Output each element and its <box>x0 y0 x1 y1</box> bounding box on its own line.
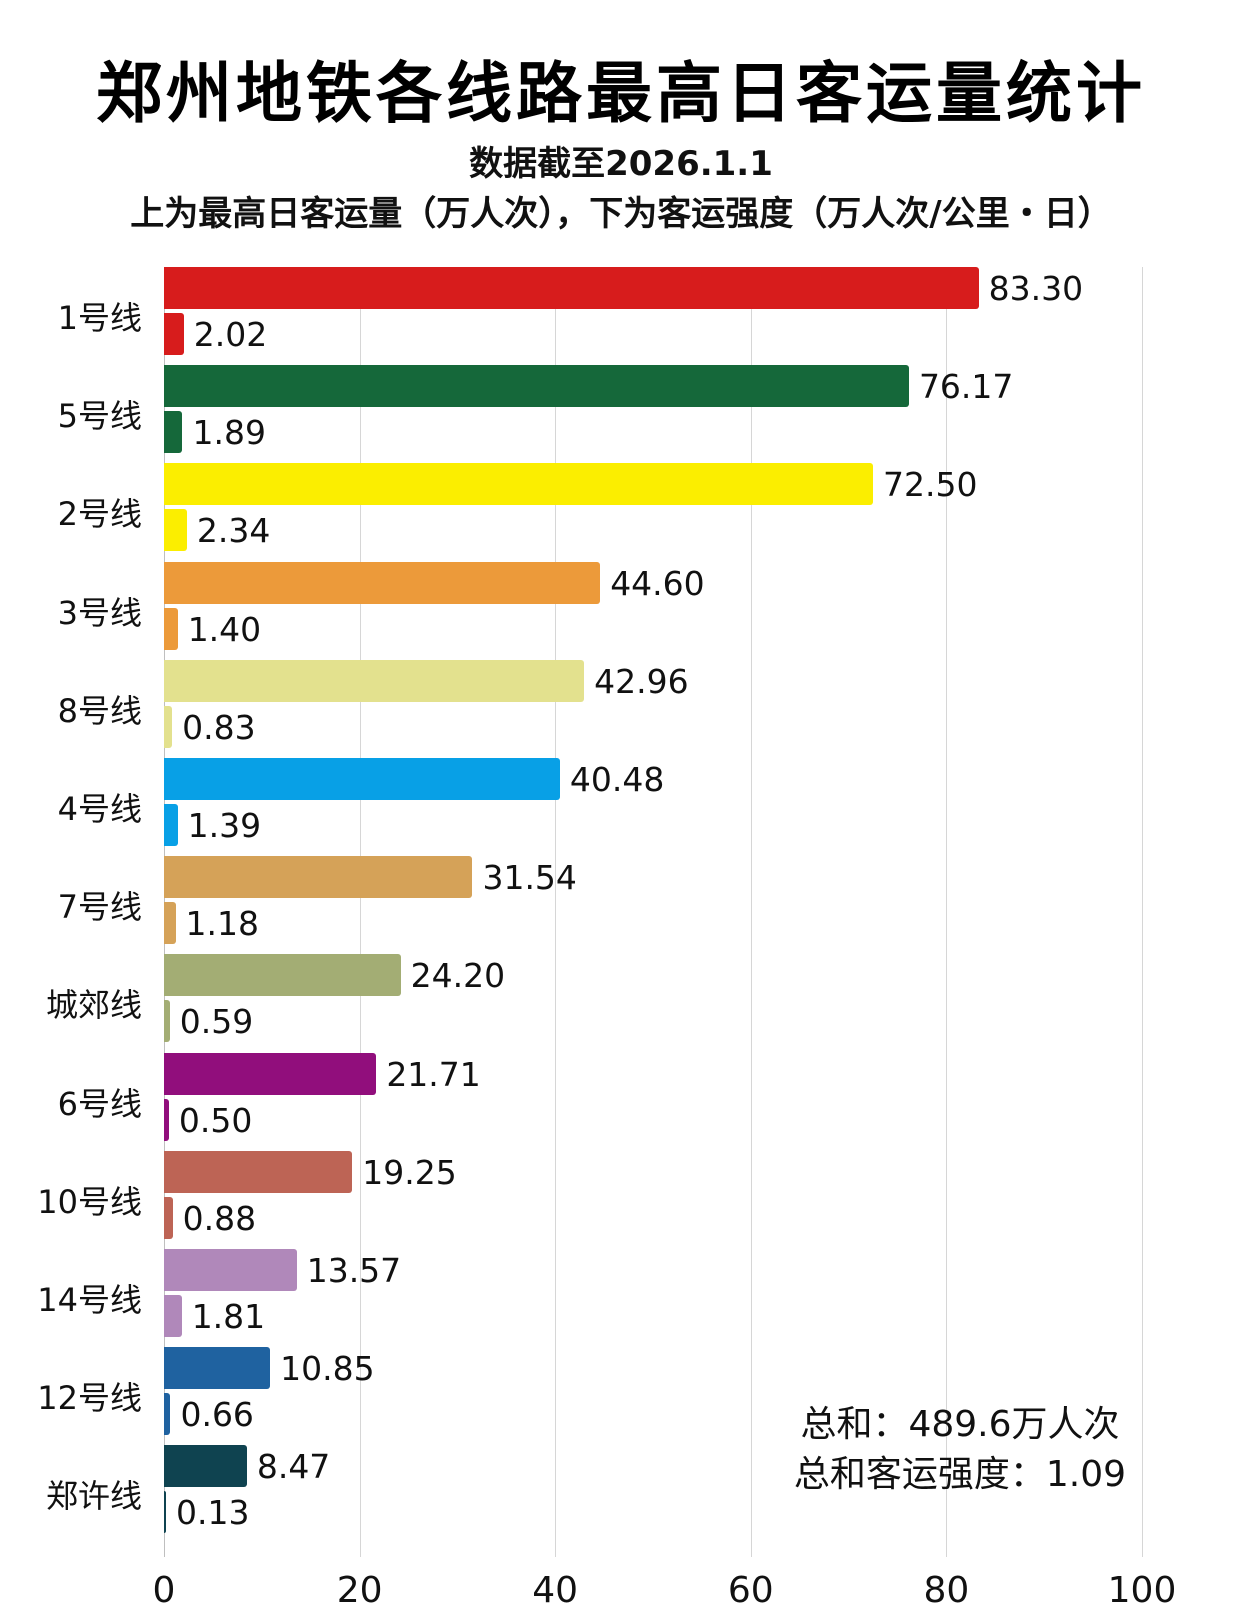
category-label: 14号线 <box>37 1281 142 1319</box>
ridership-value: 21.71 <box>386 1054 481 1094</box>
category-label: 1号线 <box>57 299 142 337</box>
ridership-value: 10.85 <box>280 1349 375 1389</box>
ridership-value: 8.47 <box>256 1447 331 1487</box>
ridership-value: 19.25 <box>362 1152 457 1192</box>
ridership-value: 31.54 <box>482 858 577 898</box>
ridership-value: 42.96 <box>594 661 689 701</box>
bar-group: 13.57 1.81 <box>164 1249 1144 1347</box>
bar-group: 44.60 1.40 <box>164 561 1144 660</box>
ridership-value: 24.20 <box>410 956 506 996</box>
intensity-value: 0.59 <box>179 1002 254 1042</box>
x-tick-label: 0 <box>152 1570 176 1611</box>
ridership-bar <box>164 659 585 702</box>
bar-group: 8.47 0.13 <box>164 1445 1144 1543</box>
intensity-value: 0.13 <box>176 1493 250 1533</box>
bar-group: 72.50 2.34 <box>164 463 1144 561</box>
ridership-bar <box>164 1052 377 1095</box>
x-tick-label: 40 <box>532 1570 579 1611</box>
ridership-bar <box>164 856 473 899</box>
ridership-bar <box>164 954 401 997</box>
plot-area: 83.30 2.02 76.17 1.89 72.50 2.34 44.60 1.40 42.9… <box>164 267 1144 1557</box>
ridership-bar <box>164 267 979 309</box>
ridership-value: 40.48 <box>569 760 665 799</box>
category-label: 7号线 <box>57 888 142 927</box>
intensity-value: 1.39 <box>187 806 262 845</box>
intensity-bar <box>164 1196 173 1239</box>
ridership-bar <box>164 561 601 604</box>
bar-group: 76.17 1.89 <box>164 365 1144 463</box>
x-tick-label: 20 <box>336 1570 383 1611</box>
intensity-value: 0.88 <box>182 1198 257 1238</box>
ridership-value: 44.60 <box>610 563 705 603</box>
intensity-value: 0.50 <box>178 1100 253 1140</box>
ridership-bar <box>164 1150 353 1193</box>
category-label: 8号线 <box>57 691 142 730</box>
ridership-value: 76.17 <box>918 367 1014 407</box>
ridership-bar <box>164 758 560 800</box>
bar-group: 31.54 1.18 <box>164 856 1144 954</box>
gridline <box>359 267 361 1557</box>
ridership-bar <box>164 365 909 408</box>
intensity-bar <box>164 1098 169 1141</box>
category-label: 郑许线 <box>45 1477 142 1516</box>
intensity-bar <box>164 607 178 650</box>
intensity-bar <box>164 1393 171 1436</box>
intensity-value: 2.02 <box>193 315 268 354</box>
intensity-bar <box>164 509 187 552</box>
intensity-bar <box>164 804 178 846</box>
ridership-bar <box>164 1445 247 1488</box>
bar-group: 21.71 0.50 <box>164 1052 1144 1151</box>
gridline <box>1142 267 1143 1557</box>
category-label: 4号线 <box>57 790 142 828</box>
intensity-bar <box>164 411 183 454</box>
ridership-value: 13.57 <box>306 1251 402 1290</box>
intensity-value: 0.66 <box>180 1395 254 1435</box>
intensity-value: 2.34 <box>196 511 271 551</box>
intensity-bar <box>164 313 184 355</box>
category-label: 12号线 <box>37 1379 142 1418</box>
ridership-bar <box>164 463 874 506</box>
category-label: 3号线 <box>57 593 142 632</box>
bar-group: 40.48 1.39 <box>164 758 1144 856</box>
category-label: 5号线 <box>57 397 142 436</box>
intensity-value: 1.18 <box>185 904 260 944</box>
gridline <box>555 267 557 1557</box>
intensity-bar <box>164 1491 166 1534</box>
bar-group: 24.20 0.59 <box>164 954 1144 1052</box>
intensity-bar <box>164 1000 170 1043</box>
intensity-value: 1.81 <box>191 1297 266 1336</box>
x-tick-label: 100 <box>1107 1570 1177 1611</box>
ridership-bar <box>164 1347 271 1390</box>
intensity-value: 1.40 <box>187 609 262 649</box>
category-label: 10号线 <box>37 1182 142 1221</box>
category-label: 城郊线 <box>45 986 142 1025</box>
intensity-value: 0.83 <box>182 707 256 747</box>
intensity-bar <box>164 902 176 945</box>
intensity-value: 1.89 <box>192 413 266 453</box>
intensity-bar <box>164 1295 182 1337</box>
legend-note: 上为最高日客运量（万人次），下为客运强度（万人次/公里・日） <box>130 194 1112 234</box>
ridership-bar <box>164 1249 297 1291</box>
bar-group: 19.25 0.88 <box>164 1150 1144 1249</box>
total-intensity: 总和客运强度：1.09 <box>793 1454 1127 1495</box>
gridline <box>750 267 752 1557</box>
ridership-value: 83.30 <box>988 269 1084 308</box>
gridline <box>946 267 948 1557</box>
total-ridership: 总和：489.6万人次 <box>800 1404 1120 1445</box>
ridership-value: 72.50 <box>883 465 978 505</box>
date-note: 数据截至2026.1.1 <box>469 144 773 184</box>
bar-group: 83.30 2.02 <box>164 267 1144 365</box>
bar-group: 42.96 0.83 <box>164 659 1144 758</box>
category-label: 2号线 <box>57 495 142 534</box>
intensity-bar <box>164 705 173 748</box>
x-tick-label: 60 <box>727 1570 774 1611</box>
bar-group: 10.85 0.66 <box>164 1347 1144 1445</box>
x-tick-label: 80 <box>923 1570 970 1611</box>
category-label: 6号线 <box>57 1084 142 1123</box>
chart-title: 郑州地铁各线路最高日客运量统计 <box>96 55 1146 132</box>
